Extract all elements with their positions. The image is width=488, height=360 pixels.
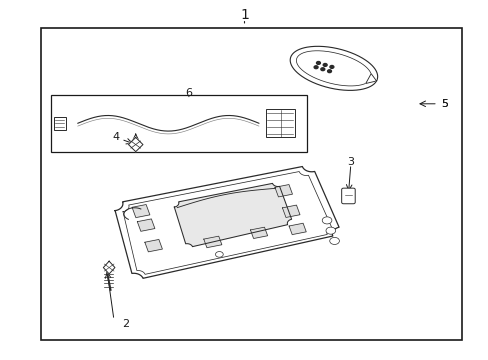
Text: 4: 4: [113, 132, 120, 143]
Polygon shape: [128, 138, 142, 152]
Polygon shape: [144, 239, 162, 252]
Text: 5: 5: [441, 99, 447, 109]
Polygon shape: [282, 205, 299, 217]
Circle shape: [327, 70, 331, 73]
Circle shape: [316, 62, 320, 64]
Polygon shape: [203, 236, 222, 248]
Polygon shape: [365, 74, 376, 84]
Polygon shape: [132, 204, 149, 217]
Bar: [41, 28, 461, 339]
Circle shape: [322, 217, 331, 224]
Polygon shape: [103, 261, 115, 274]
Circle shape: [323, 63, 326, 66]
Circle shape: [320, 68, 324, 71]
Circle shape: [313, 66, 317, 69]
Circle shape: [329, 237, 339, 244]
Polygon shape: [274, 185, 292, 197]
Text: 2: 2: [122, 319, 129, 329]
Text: 1: 1: [240, 8, 248, 22]
Polygon shape: [250, 227, 267, 238]
Text: 5: 5: [441, 99, 447, 109]
Polygon shape: [289, 46, 377, 90]
Circle shape: [329, 66, 333, 68]
Polygon shape: [115, 167, 338, 278]
FancyBboxPatch shape: [341, 188, 354, 204]
Polygon shape: [137, 219, 155, 231]
Text: 6: 6: [185, 88, 192, 98]
Bar: [54, 117, 65, 130]
Bar: [51, 95, 307, 152]
Circle shape: [215, 252, 223, 257]
Circle shape: [325, 227, 335, 234]
Polygon shape: [288, 223, 305, 235]
Bar: [265, 109, 295, 138]
Text: 3: 3: [346, 157, 354, 167]
Polygon shape: [174, 183, 291, 247]
